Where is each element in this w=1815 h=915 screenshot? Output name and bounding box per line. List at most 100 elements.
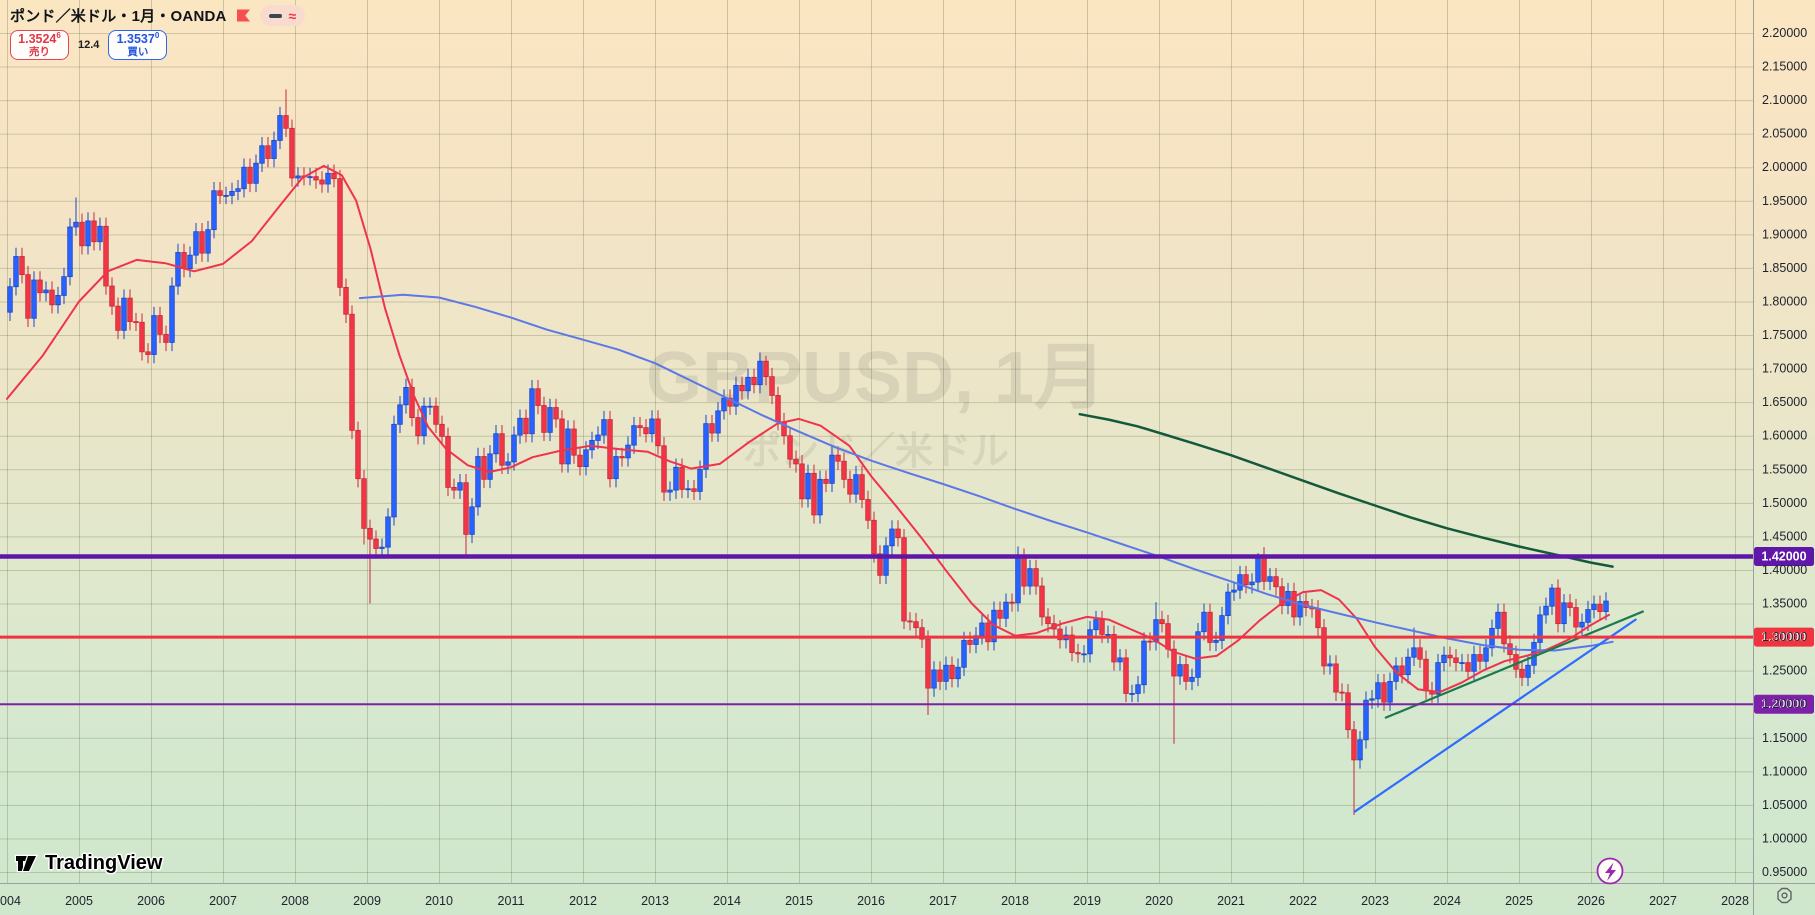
up-candle [1141, 640, 1147, 686]
up-candle [1231, 589, 1237, 593]
down-candle [265, 145, 271, 159]
down-candle [1339, 691, 1345, 694]
down-candle [451, 487, 457, 491]
up-candle [1189, 676, 1195, 682]
symbol-title[interactable]: ポンド／米ドル・1月・OANDA [10, 8, 227, 25]
up-candle [595, 434, 601, 441]
down-candle [289, 127, 295, 179]
tradingview-logo[interactable]: TradingView [14, 851, 162, 876]
wave-icon[interactable]: ≈ [288, 7, 297, 24]
down-candle [163, 333, 169, 343]
buy-price-sup: 0 [154, 31, 160, 41]
tradingview-logo-icon [14, 854, 38, 873]
down-candle [139, 321, 145, 353]
year-tick-label: 2024 [1433, 894, 1461, 908]
buy-button[interactable]: 1.35370 買い [108, 30, 168, 60]
down-candle [1033, 568, 1039, 587]
price-tick-label: 1.50000 [1762, 496, 1807, 510]
down-candle [343, 286, 349, 315]
up-candle [955, 666, 961, 680]
price-tick-label: 1.05000 [1762, 798, 1807, 812]
down-candle [1477, 654, 1483, 662]
svg-text:1.20000: 1.20000 [1761, 697, 1806, 711]
buy-price: 1.3537 [116, 32, 155, 47]
up-candle [547, 407, 553, 433]
up-candle [697, 468, 703, 492]
up-candle [61, 276, 67, 296]
down-candle [739, 384, 745, 392]
up-candle [277, 115, 283, 141]
minimize-icon[interactable] [268, 13, 282, 18]
up-candle [325, 172, 331, 185]
up-candle [259, 145, 265, 164]
down-candle [337, 178, 343, 288]
up-candle [73, 221, 79, 228]
ma-fast-red[interactable] [6, 164, 1610, 694]
year-tick-label: 2014 [713, 894, 741, 908]
green-ascending-trendline[interactable] [1384, 610, 1644, 719]
down-candle [1009, 601, 1015, 604]
flag-icon[interactable] [235, 7, 252, 24]
down-candle [937, 669, 943, 682]
down-candle [727, 397, 733, 407]
up-candle [745, 376, 751, 392]
up-candle [1405, 656, 1411, 676]
down-candle [355, 429, 361, 480]
down-candle [1573, 607, 1579, 628]
up-candle [1537, 614, 1543, 643]
up-candle [1255, 555, 1261, 583]
up-candle [1435, 662, 1441, 695]
down-candle [1321, 627, 1327, 667]
up-candle [397, 404, 403, 425]
up-candle [1549, 587, 1555, 607]
svg-text:1.42000: 1.42000 [1761, 550, 1806, 564]
up-candle [43, 289, 49, 294]
up-candle [1105, 633, 1111, 636]
up-candle [1129, 693, 1135, 695]
up-candle [1471, 654, 1477, 672]
lightning-button[interactable] [1596, 857, 1624, 885]
down-candle [1315, 608, 1321, 629]
buy-label: 買い [127, 45, 149, 58]
year-tick-label: 2020 [1145, 894, 1173, 908]
ma-slow-green[interactable] [1078, 412, 1614, 568]
down-candle [847, 478, 853, 495]
year-tick-label: 2022 [1289, 894, 1317, 908]
up-candle [1387, 680, 1393, 703]
time-axis[interactable]: 2004 2005 2006 2007 2008 2009 2010 2011 2012 2013… [0, 894, 1749, 908]
price-level-badge: 1.30000 [1754, 627, 1814, 647]
down-candle [643, 427, 649, 435]
down-candle [811, 472, 817, 516]
down-candle [763, 360, 769, 378]
up-candle [1561, 602, 1567, 625]
ma-mid-blue[interactable] [358, 293, 1614, 652]
price-tick-label: 1.45000 [1762, 529, 1807, 543]
up-candle [631, 425, 637, 446]
up-candle [1495, 611, 1501, 629]
sell-button[interactable]: 1.35246 売り [10, 30, 69, 60]
price-axis[interactable]: 2.20000 2.15000 2.10000 2.05000 2.00000 1.950… [1762, 26, 1807, 879]
up-candle [175, 252, 181, 287]
up-candle [517, 417, 523, 436]
down-candle [793, 458, 799, 465]
axis-settings-icon[interactable] [1777, 887, 1792, 904]
up-candle [187, 254, 193, 269]
year-tick-label: 2028 [1721, 894, 1749, 908]
down-candle [691, 488, 697, 492]
up-candle [67, 226, 73, 278]
indicator-toggle-pill[interactable]: ≈ [259, 5, 306, 26]
svg-text:GBPUSD, 1月: GBPUSD, 1月 [646, 338, 1106, 418]
down-candle [19, 256, 25, 276]
up-candle [487, 453, 493, 480]
up-candle [223, 195, 229, 197]
up-candle [1369, 698, 1375, 701]
up-candle [151, 315, 157, 355]
up-candle [1015, 556, 1021, 604]
up-candle [457, 482, 463, 491]
blue-ascending-trendline[interactable] [1353, 618, 1637, 813]
down-candle [1519, 668, 1525, 678]
down-candle [1351, 729, 1357, 761]
down-candle [319, 179, 325, 185]
